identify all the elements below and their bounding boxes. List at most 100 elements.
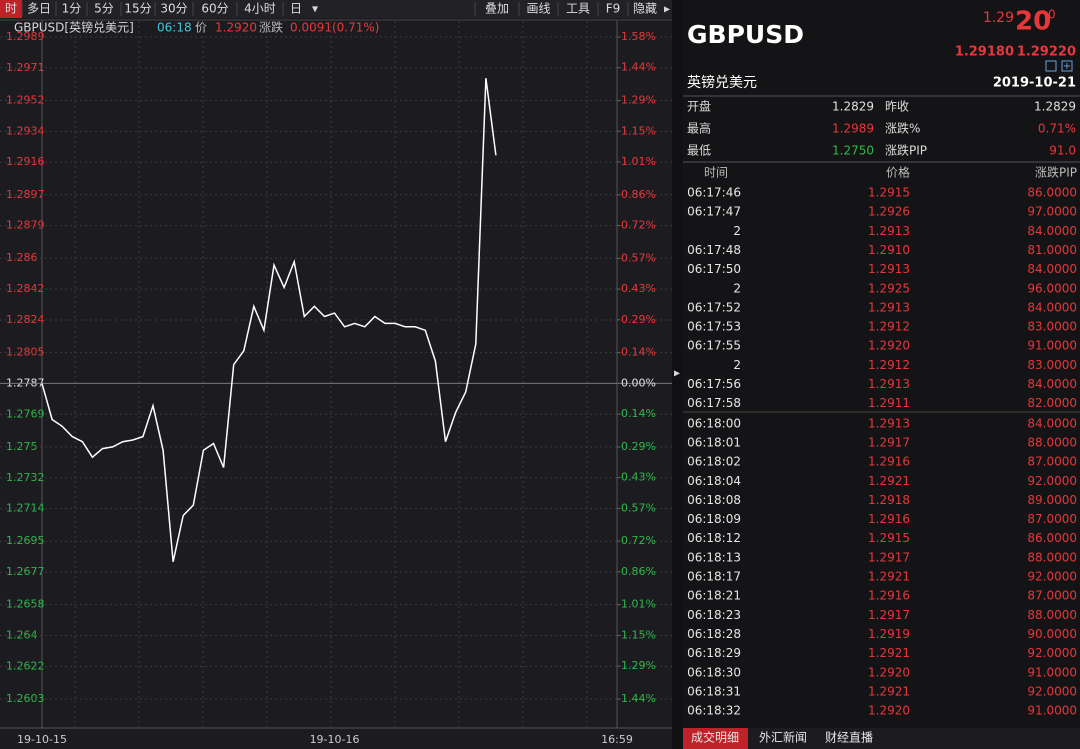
price: 1.2920 [215, 21, 257, 35]
stat-label: 最高 [687, 121, 711, 136]
column-header: 价格 [886, 165, 910, 180]
stat-value: 1.2829 [832, 100, 874, 114]
toolbar-button[interactable]: 叠加 [485, 2, 509, 16]
trade-time: 06:18:09 [687, 512, 741, 526]
toolbar-tab[interactable]: 15分 [124, 2, 151, 16]
dropdown-arrow[interactable]: ▾ [312, 2, 318, 16]
trade-time: 06:18:12 [687, 531, 741, 545]
trade-price: 1.2911 [868, 396, 910, 410]
bottom-tab[interactable]: 财经直播 [825, 731, 873, 745]
trade-price: 1.2926 [868, 205, 910, 219]
trade-pip: 92.0000 [1027, 646, 1077, 660]
trade-price: 1.2921 [868, 474, 910, 488]
trade-time: 06:18:00 [687, 416, 741, 430]
y2-tick-label: 0.57% [621, 251, 656, 264]
trade-price: 1.2917 [868, 435, 910, 449]
splitter [672, 0, 683, 749]
splitter-arrow[interactable]: ▸ [674, 366, 680, 380]
y2-tick-label: 0.86% [621, 565, 656, 578]
toolbar-tab[interactable]: 日 [290, 2, 302, 16]
y2-tick-label: 1.01% [621, 155, 656, 168]
trade-price: 1.2912 [868, 320, 910, 334]
toolbar-tab[interactable]: 60分 [201, 2, 228, 16]
trade-price: 1.2913 [868, 262, 910, 276]
tab-bar [683, 728, 1080, 749]
trade-time: 06:18:28 [687, 627, 741, 641]
trade-pip: 97.0000 [1027, 205, 1077, 219]
trade-pip: 88.0000 [1027, 435, 1077, 449]
trade-pip: 88.0000 [1027, 550, 1077, 564]
y2-tick-label: 0.14% [621, 407, 656, 420]
trade-time: 2 [733, 358, 741, 372]
trade-pip: 84.0000 [1027, 262, 1077, 276]
bottom-tab[interactable]: 成交明细 [691, 730, 739, 745]
trade-pip: 84.0000 [1027, 416, 1077, 430]
trade-pip: 81.0000 [1027, 243, 1077, 257]
trade-pip: 83.0000 [1027, 320, 1077, 334]
x-tick-label: 16:59 [601, 733, 633, 746]
trade-time: 06:18:21 [687, 589, 741, 603]
trade-pip: 89.0000 [1027, 493, 1077, 507]
stat-value: 1.2750 [832, 144, 874, 158]
panel-symbol: GBPUSD [687, 20, 804, 49]
hide-arrow[interactable]: ▸ [664, 2, 670, 16]
active-tab-bg [683, 728, 748, 749]
bottom-tab[interactable]: 外汇新闻 [759, 730, 807, 745]
trade-time: 06:18:02 [687, 455, 741, 469]
toolbar-tab[interactable]: 5分 [94, 2, 114, 16]
toolbar-tab[interactable]: 4小时 [244, 2, 276, 16]
panel-date: 2019-10-21 [993, 76, 1076, 91]
y2-tick-label: 1.44% [621, 61, 656, 74]
chart-panel [0, 0, 672, 749]
trade-time: 06:18:31 [687, 684, 741, 698]
icon-add[interactable] [1061, 60, 1073, 72]
trade-pip: 96.0000 [1027, 281, 1077, 295]
trade-price: 1.2915 [868, 186, 910, 200]
trade-price: 1.2910 [868, 243, 910, 257]
toolbar-button[interactable]: F9 [606, 2, 621, 16]
trade-time: 06:18:32 [687, 704, 741, 718]
trade-price: 1.2915 [868, 531, 910, 545]
trade-pip: 84.0000 [1027, 377, 1077, 391]
stat-value: 0.71% [1038, 122, 1076, 136]
trade-pip: 92.0000 [1027, 570, 1077, 584]
chart-symbol: GBPUSD[英镑兑美元] [14, 20, 134, 35]
stat-label: 涨跌PIP [885, 143, 927, 158]
trade-pip: 91.0000 [1027, 665, 1077, 679]
toolbar-tab[interactable]: 1分 [62, 2, 82, 16]
trade-time: 06:17:52 [687, 300, 741, 314]
stat-value: 1.2829 [1034, 100, 1076, 114]
trade-pip: 88.0000 [1027, 608, 1077, 622]
y2-tick-label: 0.14% [621, 346, 656, 359]
trade-price: 1.2916 [868, 589, 910, 603]
toolbar-tab[interactable]: 多日 [27, 2, 51, 16]
trade-price: 1.2917 [868, 550, 910, 564]
trade-price: 1.2912 [868, 358, 910, 372]
toolbar-button[interactable]: 画线 [526, 2, 550, 16]
trade-price: 1.2921 [868, 684, 910, 698]
trade-pip: 83.0000 [1027, 358, 1077, 372]
trade-time: 06:18:30 [687, 665, 741, 679]
trade-pip: 92.0000 [1027, 474, 1077, 488]
x-tick-label: 19-10-16 [310, 733, 360, 746]
trade-time: 06:18:13 [687, 550, 741, 564]
chart-time: 06:18 [157, 21, 192, 35]
y2-tick-label: 1.15% [621, 628, 656, 641]
trade-pip: 87.0000 [1027, 455, 1077, 469]
toolbar-button[interactable]: 隐藏 [633, 2, 657, 16]
trade-pip: 87.0000 [1027, 589, 1077, 603]
trade-pip: 82.0000 [1027, 396, 1077, 410]
stat-value: 1.2989 [832, 122, 874, 136]
toolbar-tab[interactable]: 30分 [160, 2, 187, 16]
trade-pip: 87.0000 [1027, 512, 1077, 526]
trade-time: 06:18:01 [687, 435, 741, 449]
y2-tick-label: 0.86% [621, 188, 656, 201]
column-header: 时间 [704, 166, 728, 180]
trade-price: 1.2913 [868, 224, 910, 238]
toolbar-button[interactable]: 工具 [566, 2, 590, 16]
trade-pip: 91.0000 [1027, 339, 1077, 353]
toolbar-tab[interactable]: 时 [5, 2, 17, 16]
trade-time: 2 [733, 281, 741, 295]
icon-box[interactable] [1045, 60, 1057, 72]
